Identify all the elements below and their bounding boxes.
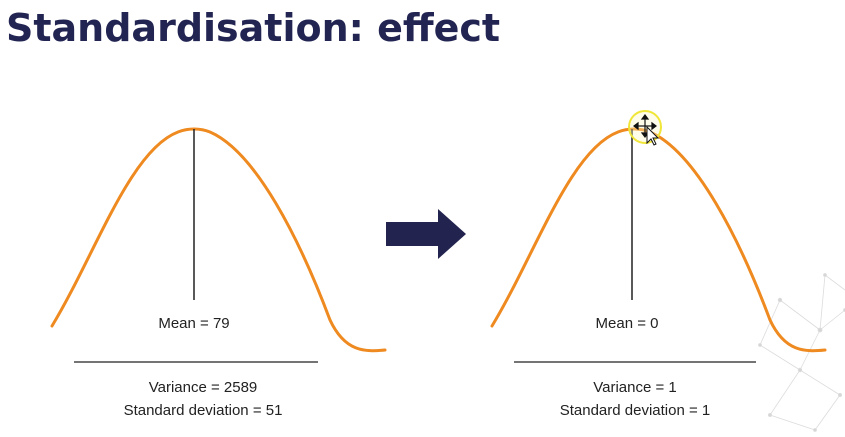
left-variance-label: Variance = 2589: [149, 379, 258, 396]
right-arrow-icon: [386, 209, 466, 259]
right-variance-label: Variance = 1: [593, 379, 677, 396]
right-bell-curve: [490, 127, 827, 353]
left-sd-label: Standard deviation = 51: [124, 402, 283, 419]
slide-title: Standardisation: effect: [6, 6, 501, 50]
network-pattern-decoration: [758, 273, 845, 432]
left-mean-label: Mean = 79: [158, 315, 229, 332]
right-mean-label: Mean = 0: [596, 315, 659, 332]
move-cursor-icon[interactable]: [628, 110, 662, 146]
left-distribution: Mean = 79 Variance = 2589 Standard devia…: [50, 127, 387, 419]
left-bell-curve: [50, 127, 387, 353]
right-sd-label: Standard deviation = 1: [560, 402, 711, 419]
right-distribution: Mean = 0 Variance = 1 Standard deviation…: [490, 127, 827, 419]
